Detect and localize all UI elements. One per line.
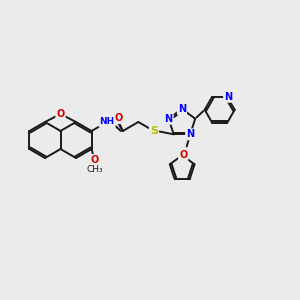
Text: CH₃: CH₃ [86, 164, 103, 173]
Text: N: N [224, 92, 232, 102]
Text: O: O [115, 113, 123, 123]
Text: N: N [178, 104, 186, 114]
Text: O: O [91, 155, 99, 165]
Text: N: N [186, 129, 194, 139]
Text: NH: NH [100, 118, 115, 127]
Text: O: O [179, 150, 187, 160]
Text: O: O [56, 109, 64, 119]
Text: N: N [165, 114, 173, 124]
Text: S: S [150, 126, 158, 136]
